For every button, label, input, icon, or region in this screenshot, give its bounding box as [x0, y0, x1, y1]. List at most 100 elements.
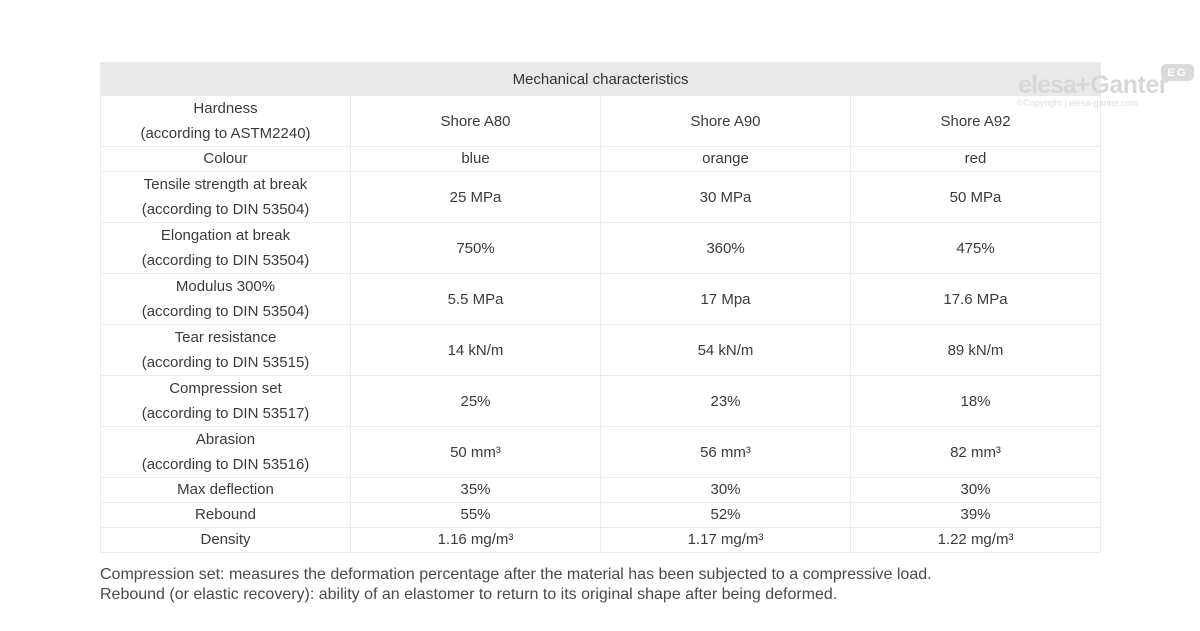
table-row: Abrasion (according to DIN 53516) 50 mm³ 56…: [100, 426, 1102, 478]
row-label-cell: Modulus 300% (according to DIN 53504): [100, 273, 351, 325]
value-cell: 50 mm³: [350, 426, 601, 478]
value-cell: 30%: [600, 477, 851, 503]
row-label-cell: Colour: [100, 146, 351, 172]
row-label: Tensile strength at break: [143, 176, 308, 193]
value-cell: 17 Mpa: [600, 273, 851, 325]
row-label-cell: Hardness (according to ASTM2240): [100, 95, 351, 147]
row-label: Tear resistance: [174, 329, 277, 346]
row-label: Abrasion: [195, 431, 256, 448]
value-text: 55%: [460, 506, 491, 523]
value-cell: 18%: [849, 375, 1102, 427]
value-text: 25 MPa: [449, 188, 502, 206]
table-row: Modulus 300% (according to DIN 53504) 5.5 …: [100, 273, 1102, 325]
value-cell: orange: [600, 146, 851, 172]
row-label: Rebound: [195, 506, 256, 523]
row-label-cell: Density: [100, 527, 351, 553]
value-text: 82 mm³: [950, 443, 1001, 461]
value-cell: blue: [350, 146, 601, 172]
row-sublabel: (according to DIN 53515): [141, 354, 310, 371]
value-text: 1.22 mg/m³: [937, 531, 1014, 548]
mechanical-characteristics-table: Mechanical characteristics Hardness (acco…: [99, 62, 1102, 553]
value-text: Shore A80: [440, 112, 511, 130]
table-row: Max deflection 35% 30% 30%: [100, 477, 1102, 503]
value-text: red: [964, 150, 987, 167]
row-label: Density: [200, 531, 251, 548]
footnote-compression-set: Compression set: measures the deformatio…: [100, 566, 932, 583]
brand-logo: elesa+Ganter: [1018, 72, 1168, 98]
row-sublabel: (according to ASTM2240): [140, 125, 311, 142]
row-sublabel: (according to DIN 53504): [141, 201, 310, 218]
value-text: 14 kN/m: [447, 341, 504, 359]
table-title-row: Mechanical characteristics: [99, 62, 1102, 96]
value-text: 23%: [710, 392, 741, 410]
value-text: 1.16 mg/m³: [437, 531, 514, 548]
value-cell: 1.16 mg/m³: [350, 527, 601, 553]
row-label-cell: Rebound: [100, 502, 351, 528]
value-text: 35%: [460, 481, 491, 498]
value-cell: 23%: [600, 375, 851, 427]
brand-plus: +: [1075, 71, 1091, 99]
row-sublabel: (according to DIN 53504): [141, 303, 310, 320]
brand-badge-icon: EG: [1161, 64, 1194, 81]
brand-watermark: EG elesa+Ganter ©Copyright | elesa-gante…: [984, 62, 1194, 110]
value-cell: 750%: [350, 222, 601, 274]
value-cell: 50 MPa: [849, 171, 1102, 223]
value-text: 89 kN/m: [947, 341, 1004, 359]
row-label: Modulus 300%: [175, 278, 276, 295]
value-cell: 82 mm³: [849, 426, 1102, 478]
footnotes: Compression set: measures the deformatio…: [100, 565, 1200, 605]
row-label-cell: Max deflection: [100, 477, 351, 503]
value-text: Shore A92: [940, 112, 1011, 130]
value-cell: 55%: [350, 502, 601, 528]
row-label: Max deflection: [177, 481, 274, 498]
value-text: 475%: [956, 239, 995, 257]
value-cell: Shore A92: [849, 95, 1102, 147]
row-sublabel: (according to DIN 53516): [141, 456, 310, 473]
value-text: 30%: [960, 481, 991, 498]
row-label-cell: Elongation at break (according to DIN 535…: [100, 222, 351, 274]
value-text: orange: [702, 150, 749, 167]
value-cell: 35%: [350, 477, 601, 503]
footnote-rebound: Rebound (or elastic recovery): ability o…: [100, 586, 838, 603]
value-text: 52%: [710, 506, 741, 523]
value-cell: 25%: [350, 375, 601, 427]
value-cell: Shore A90: [600, 95, 851, 147]
value-cell: red: [849, 146, 1102, 172]
row-label: Compression set: [169, 380, 282, 397]
value-text: 18%: [960, 392, 991, 410]
value-text: 17 Mpa: [700, 290, 751, 308]
value-cell: 1.22 mg/m³: [849, 527, 1102, 553]
row-label-cell: Compression set (according to DIN 53517): [100, 375, 351, 427]
value-cell: 475%: [849, 222, 1102, 274]
brand-elesa: elesa: [1018, 71, 1077, 99]
value-text: 5.5 MPa: [447, 290, 504, 308]
table-title: Mechanical characteristics: [99, 62, 1102, 96]
row-sublabel: (according to DIN 53517): [141, 405, 310, 422]
value-cell: 5.5 MPa: [350, 273, 601, 325]
row-label-cell: Tear resistance (according to DIN 53515): [100, 324, 351, 376]
table-row: Colour blue orange red: [100, 146, 1102, 172]
value-cell: 1.17 mg/m³: [600, 527, 851, 553]
value-cell: 39%: [849, 502, 1102, 528]
value-cell: 56 mm³: [600, 426, 851, 478]
value-cell: 89 kN/m: [849, 324, 1102, 376]
row-label-cell: Tensile strength at break (according to D…: [100, 171, 351, 223]
row-label: Hardness: [193, 100, 258, 117]
value-cell: 17.6 MPa: [849, 273, 1102, 325]
value-text: 17.6 MPa: [943, 290, 1008, 308]
table-row: Hardness (according to ASTM2240) Shore A80…: [100, 95, 1102, 147]
value-text: 56 mm³: [700, 443, 751, 461]
value-text: 750%: [456, 239, 495, 257]
table-row: Tensile strength at break (according to D…: [100, 171, 1102, 223]
table-row: Elongation at break (according to DIN 535…: [100, 222, 1102, 274]
value-cell: 360%: [600, 222, 851, 274]
value-text: 54 kN/m: [697, 341, 754, 359]
value-text: Shore A90: [690, 112, 761, 130]
value-text: 39%: [960, 506, 991, 523]
value-cell: 30%: [849, 477, 1102, 503]
row-label: Elongation at break: [160, 227, 291, 244]
table-row: Density 1.16 mg/m³ 1.17 mg/m³ 1.22 mg/m³: [100, 527, 1102, 553]
table-row: Compression set (according to DIN 53517) 2…: [100, 375, 1102, 427]
brand-ganter: Ganter: [1090, 71, 1168, 99]
value-text: 30 MPa: [699, 188, 752, 206]
